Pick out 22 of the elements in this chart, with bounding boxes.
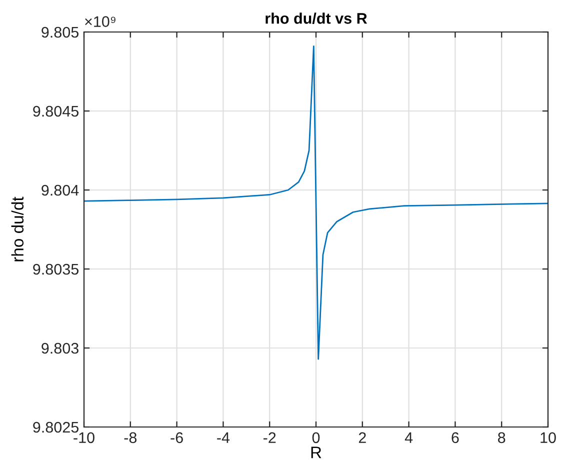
x-tick-label: 0 xyxy=(312,432,320,444)
chart-title: rho du/dt vs R xyxy=(266,12,368,24)
line-series xyxy=(84,46,548,360)
y-tick-label: 9.803 xyxy=(42,342,78,354)
x-tick-label: 10 xyxy=(540,432,556,444)
x-tick-label: 8 xyxy=(498,432,506,444)
x-tick-label: -4 xyxy=(217,432,230,443)
y-tick-label: 9.8035 xyxy=(33,264,79,275)
x-tick-label: -8 xyxy=(124,432,137,444)
y-tick-label: 9.8025 xyxy=(33,422,79,433)
x-tick-label: 6 xyxy=(452,432,459,444)
y-tick-label: 9.804 xyxy=(42,184,79,196)
text: ×10⁹ xyxy=(85,16,116,28)
y-axis-title: rho du/dt xyxy=(11,196,24,262)
x-axis-title: R xyxy=(311,446,322,458)
x-tick-label: 4 xyxy=(404,432,413,443)
x-tick-label: -2 xyxy=(263,432,276,443)
y-tick-label: 9.8045 xyxy=(33,106,79,117)
x-tick-label: -6 xyxy=(170,432,183,444)
x-tick-label: -10 xyxy=(74,432,94,444)
y-tick-label: 9.805 xyxy=(42,26,78,38)
x-tick-label: 2 xyxy=(358,432,366,443)
